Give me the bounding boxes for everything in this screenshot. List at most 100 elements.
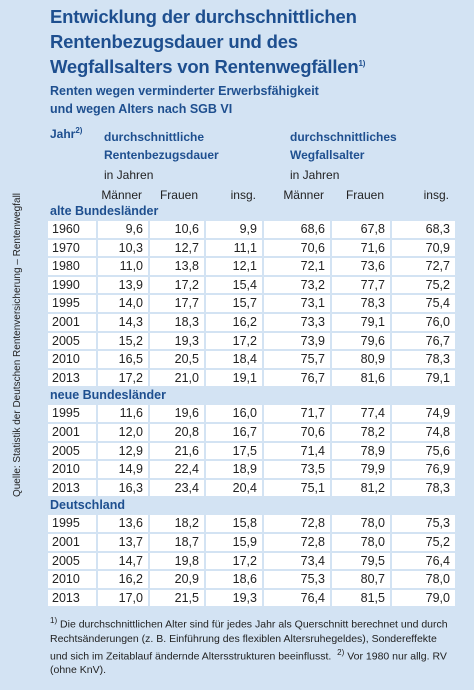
cell-bg — [206, 295, 262, 312]
cell-bg — [264, 534, 330, 551]
value-cell: 76,9 — [425, 462, 450, 477]
cell-bg — [150, 571, 204, 588]
value-cell: 72,1 — [300, 259, 325, 274]
cell-bg — [332, 258, 390, 275]
value-cell: 70,6 — [300, 240, 325, 255]
value-cell: 72,8 — [300, 516, 325, 531]
value-cell: 76,4 — [300, 590, 325, 605]
cell-bg — [332, 369, 390, 387]
value-cell: 74,9 — [425, 406, 450, 421]
value-cell: 17,2 — [232, 553, 257, 568]
value-cell: 81,5 — [360, 590, 385, 605]
value-cell: 19,3 — [232, 590, 257, 605]
cell-bg — [392, 479, 455, 497]
cell-bg — [392, 258, 455, 275]
cell-bg — [392, 276, 455, 294]
value-cell: 15,8 — [232, 516, 257, 531]
value-cell: 18,9 — [232, 462, 257, 477]
value-cell: 17,0 — [118, 590, 143, 605]
cell-bg — [150, 442, 204, 460]
value-cell: 79,6 — [360, 333, 385, 348]
cell-bg — [332, 314, 390, 331]
value-cell: 79,0 — [425, 590, 450, 605]
cell-bg — [98, 314, 148, 331]
value-cell: 22,4 — [174, 462, 199, 477]
value-cell: 78,0 — [360, 535, 385, 549]
value-cell: 76,7 — [300, 370, 325, 385]
value-cell: 80,7 — [360, 572, 385, 587]
value-cell: 76,4 — [425, 553, 450, 568]
footnote-mark: 2) — [337, 647, 345, 657]
cell-bg — [98, 552, 148, 570]
cell-bg — [332, 405, 390, 422]
cell-bg — [206, 369, 262, 387]
title-line: Entwicklung der durchschnittlichen — [50, 6, 357, 27]
value-cell: 79,1 — [425, 370, 450, 385]
cell-bg — [150, 552, 204, 570]
value-cell: 16,5 — [118, 352, 143, 367]
value-cell: 73,1 — [300, 296, 325, 311]
value-cell: 15,9 — [232, 535, 257, 549]
cell-bg — [48, 515, 96, 532]
year-cell: 2005 — [52, 443, 80, 458]
value-cell: 16,7 — [232, 425, 257, 439]
value-cell: 73,5 — [300, 462, 325, 477]
cell-bg — [392, 221, 455, 238]
value-cell: 81,2 — [360, 480, 385, 495]
cell-bg — [264, 571, 330, 588]
cell-bg — [332, 351, 390, 368]
value-cell: 20,9 — [174, 572, 199, 587]
cell-bg — [48, 221, 96, 238]
cell-bg — [48, 332, 96, 350]
cell-bg — [264, 479, 330, 497]
cell-bg — [150, 314, 204, 331]
cell-bg — [48, 369, 96, 387]
cell-bg — [98, 589, 148, 607]
cell-bg — [206, 351, 262, 368]
group-header: Rentenbezugsdauer — [104, 148, 219, 162]
footnotes: 1) Die durchschnittlichen Alter sind für… — [50, 614, 455, 677]
value-cell: 78,3 — [425, 352, 450, 367]
value-cell: 67,8 — [360, 222, 385, 236]
cell-bg — [332, 221, 390, 238]
cell-bg — [150, 351, 204, 368]
cell-bg — [150, 221, 204, 238]
year-cell: 1995 — [52, 296, 80, 311]
column-header: Männer — [283, 188, 324, 202]
year-cell: 2001 — [52, 425, 80, 439]
cell-bg — [332, 332, 390, 350]
value-cell: 15,7 — [232, 296, 257, 311]
cell-bg — [98, 221, 148, 238]
year-cell: 2013 — [52, 370, 80, 385]
cell-bg — [48, 276, 96, 294]
cell-bg — [150, 461, 204, 478]
column-header: Männer — [101, 188, 142, 202]
value-cell: 17,2 — [118, 370, 143, 385]
value-cell: 19,1 — [232, 370, 257, 385]
cell-bg — [150, 295, 204, 312]
year-label: Jahr — [50, 127, 76, 141]
value-cell: 78,0 — [360, 516, 385, 531]
cell-bg — [48, 552, 96, 570]
cell-bg — [98, 534, 148, 551]
value-cell: 78,2 — [360, 425, 385, 439]
cell-bg — [206, 221, 262, 238]
value-cell: 71,7 — [300, 406, 325, 421]
cell-bg — [98, 405, 148, 422]
column-header: Frauen — [159, 188, 198, 202]
cell-bg — [206, 332, 262, 350]
footnote-text: Die durchschnittlichen Alter sind für je… — [50, 618, 448, 663]
cell-bg — [206, 534, 262, 551]
cell-bg — [206, 479, 262, 497]
value-cell: 15,4 — [232, 277, 257, 292]
value-cell: 17,2 — [174, 277, 199, 292]
value-cell: 12,1 — [232, 259, 257, 274]
value-cell: 80,9 — [360, 352, 385, 367]
value-cell: 16,2 — [232, 315, 257, 329]
group-header: durchschnittliche — [104, 130, 205, 144]
cell-bg — [392, 405, 455, 422]
cell-bg — [48, 314, 96, 331]
year-cell: 1995 — [52, 406, 80, 421]
value-cell: 73,4 — [300, 553, 325, 568]
cell-bg — [392, 295, 455, 312]
